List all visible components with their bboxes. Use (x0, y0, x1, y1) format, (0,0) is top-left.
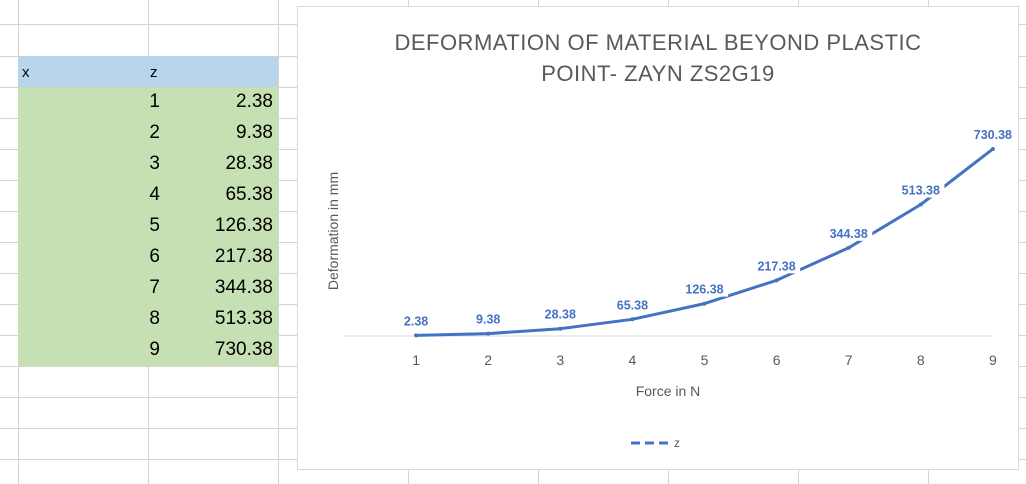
data-point[interactable] (702, 301, 707, 306)
header-z[interactable]: z (150, 64, 158, 81)
table-row: 8 513.38 (18, 304, 278, 335)
x-tick-label: 4 (629, 352, 637, 368)
x-tick-label: 9 (989, 352, 997, 368)
cell-x[interactable]: 3 (149, 153, 160, 174)
data-label: 65.38 (617, 298, 648, 312)
cell-z[interactable]: 217.38 (214, 246, 273, 267)
data-label: 126.38 (685, 283, 723, 297)
cell-z[interactable]: 126.38 (214, 215, 273, 236)
chart-canvas: DEFORMATION OF MATERIAL BEYOND PLASTIC P… (325, 30, 1017, 450)
cell-z[interactable]: 28.38 (225, 153, 273, 174)
x-tick-label: 1 (412, 352, 420, 368)
x-axis-title: Force in N (636, 383, 701, 399)
chart-title-line-1: DEFORMATION OF MATERIAL BEYOND PLASTIC (394, 30, 921, 55)
table-row: 1 2.38 (18, 87, 278, 118)
cell-x[interactable]: 1 (149, 91, 160, 112)
data-label-bg (612, 298, 653, 313)
table-header-row: x z (18, 56, 278, 87)
cell-x[interactable]: 7 (149, 277, 160, 298)
data-point[interactable] (918, 202, 923, 207)
line-chart[interactable]: DEFORMATION OF MATERIAL BEYOND PLASTIC P… (297, 6, 1019, 470)
data-label: 28.38 (545, 308, 576, 322)
table-row: 3 28.38 (18, 149, 278, 180)
plot-area: 1 2 3 4 5 6 7 8 9 2.38 9.38 28.38 65.38 126.38 217.38 3… (344, 128, 1017, 368)
data-label-bg (969, 127, 1017, 142)
x-tick-label: 5 (701, 352, 709, 368)
table-row: 2 9.38 (18, 118, 278, 149)
header-x[interactable]: x (22, 64, 30, 81)
series-line-z[interactable] (416, 147, 994, 337)
data-point[interactable] (558, 326, 563, 331)
cell-z[interactable]: 344.38 (214, 277, 273, 298)
table-row: 9 730.38 (18, 335, 278, 366)
x-tick-label: 7 (845, 352, 853, 368)
data-point[interactable] (990, 146, 995, 151)
data-label-bg (399, 314, 433, 329)
x-tick-label: 2 (484, 352, 492, 368)
chart-title-line-2: POINT- ZAYN ZS2G19 (541, 61, 775, 86)
table-row: 7 344.38 (18, 273, 278, 304)
data-label-bg (753, 259, 801, 274)
data-point[interactable] (486, 331, 491, 336)
data-label: 513.38 (902, 184, 940, 198)
cell-x[interactable]: 5 (149, 215, 160, 236)
x-tick-label: 8 (917, 352, 925, 368)
table-row: 5 126.38 (18, 211, 278, 242)
data-label: 2.38 (404, 314, 428, 328)
cell-z[interactable]: 513.38 (214, 308, 273, 329)
cell-x[interactable]: 6 (149, 246, 160, 267)
cell-z[interactable]: 730.38 (214, 339, 273, 360)
data-point[interactable] (630, 317, 635, 322)
data-point[interactable] (414, 333, 419, 338)
data-point[interactable] (774, 278, 779, 283)
data-label: 9.38 (476, 313, 500, 327)
data-label: 344.38 (830, 227, 868, 241)
table-row: 4 65.38 (18, 180, 278, 211)
cell-x[interactable]: 8 (149, 308, 160, 329)
cell-x[interactable]: 4 (149, 184, 160, 205)
data-label-bg (471, 312, 505, 327)
data-label: 217.38 (757, 259, 795, 273)
legend[interactable]: z (631, 436, 680, 450)
legend-label: z (674, 436, 680, 450)
x-tick-label: 6 (773, 352, 781, 368)
table-row: 6 217.38 (18, 242, 278, 273)
y-axis-title: Deformation in mm (325, 172, 341, 290)
cell-z[interactable]: 65.38 (225, 184, 273, 205)
data-label-bg (825, 226, 873, 241)
data-point[interactable] (846, 245, 851, 250)
data-label-bg (680, 282, 729, 297)
x-tick-label: 3 (556, 352, 564, 368)
data-label: 730.38 (974, 128, 1012, 142)
data-label-bg (540, 307, 581, 322)
cell-x[interactable]: 9 (149, 339, 160, 360)
cell-x[interactable]: 2 (149, 122, 160, 143)
cell-z[interactable]: 9.38 (236, 122, 273, 143)
cell-z[interactable]: 2.38 (236, 91, 273, 112)
data-label-bg (897, 183, 945, 198)
